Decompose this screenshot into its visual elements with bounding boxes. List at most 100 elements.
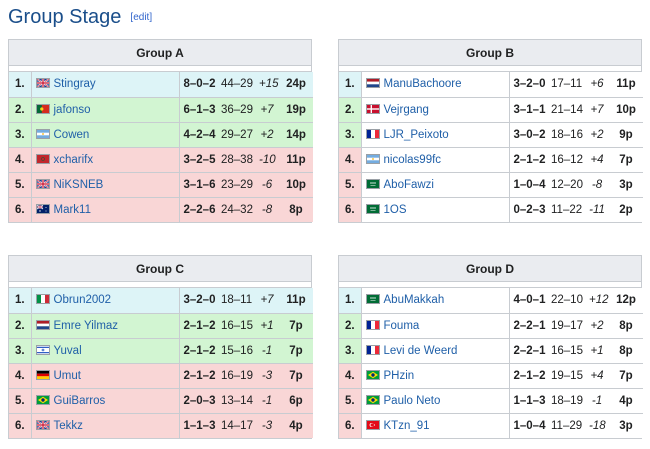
brazil-flag-icon	[365, 394, 380, 405]
position-cell: 5.	[339, 388, 362, 414]
australia-flag-icon	[35, 203, 50, 214]
player-cell: nicolas99fc	[361, 147, 510, 173]
group-header-spacer	[9, 282, 311, 288]
player-cell: Cowen	[31, 122, 180, 148]
player-link[interactable]: nicolas99fc	[383, 153, 442, 166]
player-link[interactable]: Mark11	[53, 203, 92, 216]
record-cell: 8–0–2	[179, 72, 217, 98]
player-link[interactable]: GuiBarros	[53, 394, 106, 407]
player-cell: Levi de Weerd	[361, 338, 510, 364]
saudi-flag-icon	[365, 203, 380, 214]
page-title: Group Stage	[8, 6, 122, 28]
points-cell: 4p	[279, 413, 313, 438]
player-link[interactable]: AboFawzi	[383, 178, 435, 191]
standings-table-c: 1. Obrun2002 3–2–0 18–11 +7 11p 2. Emre Yilmaz 2…	[9, 288, 313, 438]
points-cell: 11p	[279, 288, 313, 314]
france-flag-icon	[365, 344, 380, 355]
group-header-spacer	[339, 66, 641, 72]
portugal-flag-icon	[35, 103, 50, 114]
record-cell: 2–2–6	[179, 197, 217, 222]
player-link[interactable]: Obrun2002	[53, 294, 112, 307]
player-link[interactable]: Emre Yilmaz	[53, 319, 119, 332]
player-cell: NiKSNEB	[31, 172, 180, 198]
standings-row: 3. Cowen 4–2–4 29–27 +2 14p	[9, 122, 313, 148]
player-link[interactable]: 1OS	[383, 203, 407, 216]
player-cell: jafonso	[31, 97, 180, 123]
player-cell: Vejrgang	[361, 97, 510, 123]
turkey-flag-icon	[365, 419, 380, 430]
israel-flag-icon	[35, 344, 50, 355]
points-cell: 11p	[609, 72, 643, 98]
player-link[interactable]: Stingray	[53, 78, 96, 91]
player-link[interactable]: AbuMakkah	[383, 294, 445, 307]
edit-link[interactable]: edit	[133, 12, 150, 23]
standings-table-d: 1. AbuMakkah 4–0–1 22–10 +12 12p 2. Fouma 2–2–1 1…	[339, 288, 643, 438]
player-link[interactable]: Cowen	[53, 128, 90, 141]
group-table-a: Group A 1. Stingray 8–0–2 44–29 +15 24p 2. jafon…	[8, 39, 313, 223]
player-link[interactable]: KTzn_91	[383, 419, 430, 432]
saudi-flag-icon	[365, 294, 380, 305]
points-cell: 9p	[609, 122, 643, 148]
position-cell: 2.	[9, 313, 32, 339]
position-cell: 2.	[339, 97, 362, 123]
points-cell: 8p	[609, 338, 643, 364]
player-link[interactable]: Fouma	[383, 319, 420, 332]
position-cell: 4.	[339, 363, 362, 389]
denmark-flag-icon	[365, 103, 380, 114]
player-link[interactable]: Umut	[53, 369, 81, 382]
score-cell: 36–29	[217, 97, 255, 123]
morocco-flag-icon	[35, 153, 50, 164]
player-cell: Emre Yilmaz	[31, 313, 180, 339]
player-link[interactable]: Yuval	[53, 344, 82, 357]
player-link[interactable]: ManuBachoore	[383, 78, 462, 91]
position-cell: 6.	[339, 413, 362, 438]
position-cell: 1.	[9, 72, 32, 98]
position-cell: 6.	[9, 197, 32, 222]
netherlands-flag-icon	[365, 78, 380, 89]
player-cell: 1OS	[361, 197, 510, 222]
standings-row: 3. Yuval 2–1–2 15–16 -1 7p	[9, 338, 313, 364]
score-cell: 44–29	[217, 72, 255, 98]
goal-diff-cell: +2	[585, 122, 609, 148]
record-cell: 2–1–2	[179, 313, 217, 339]
standings-row: 2. Emre Yilmaz 2–1–2 16–15 +1 7p	[9, 313, 313, 339]
standings-row: 4. PHzin 2–1–2 19–15 +4 7p	[339, 363, 643, 389]
player-cell: Umut	[31, 363, 180, 389]
player-link[interactable]: xcharifx	[53, 153, 94, 166]
netherlands-flag-icon	[35, 319, 50, 330]
goal-diff-cell: -3	[255, 413, 279, 438]
brazil-flag-icon	[365, 369, 380, 380]
uk-flag-icon	[35, 178, 50, 189]
player-cell: AboFawzi	[361, 172, 510, 198]
points-cell: 7p	[279, 363, 313, 389]
goal-diff-cell: +4	[585, 363, 609, 389]
points-cell: 10p	[609, 97, 643, 123]
score-cell: 19–15	[547, 363, 585, 389]
position-cell: 6.	[339, 197, 362, 222]
standings-row: 5. Paulo Neto 1–1–3 18–19 -1 4p	[339, 388, 643, 414]
goal-diff-cell: -8	[255, 197, 279, 222]
position-cell: 3.	[339, 338, 362, 364]
player-link[interactable]: jafonso	[53, 103, 91, 116]
record-cell: 2–1–2	[509, 363, 547, 389]
player-link[interactable]: NiKSNEB	[53, 178, 104, 191]
standings-row: 1. Stingray 8–0–2 44–29 +15 24p	[9, 72, 313, 98]
player-link[interactable]: Tekkz	[53, 419, 83, 432]
player-link[interactable]: LJR_Peixoto	[383, 128, 449, 141]
score-cell: 19–17	[547, 313, 585, 339]
points-cell: 6p	[279, 388, 313, 414]
points-cell: 2p	[609, 197, 643, 222]
position-cell: 1.	[339, 288, 362, 314]
player-link[interactable]: Levi de Weerd	[383, 344, 458, 357]
player-link[interactable]: PHzin	[383, 369, 415, 382]
record-cell: 1–0–4	[509, 172, 547, 198]
player-link[interactable]: Paulo Neto	[383, 394, 441, 407]
group-title: Group D	[339, 256, 641, 282]
goal-diff-cell: -1	[255, 388, 279, 414]
record-cell: 2–2–1	[509, 338, 547, 364]
position-cell: 4.	[9, 363, 32, 389]
score-cell: 15–16	[217, 338, 255, 364]
record-cell: 1–0–4	[509, 413, 547, 438]
player-link[interactable]: Vejrgang	[383, 103, 429, 116]
goal-diff-cell: +1	[255, 313, 279, 339]
